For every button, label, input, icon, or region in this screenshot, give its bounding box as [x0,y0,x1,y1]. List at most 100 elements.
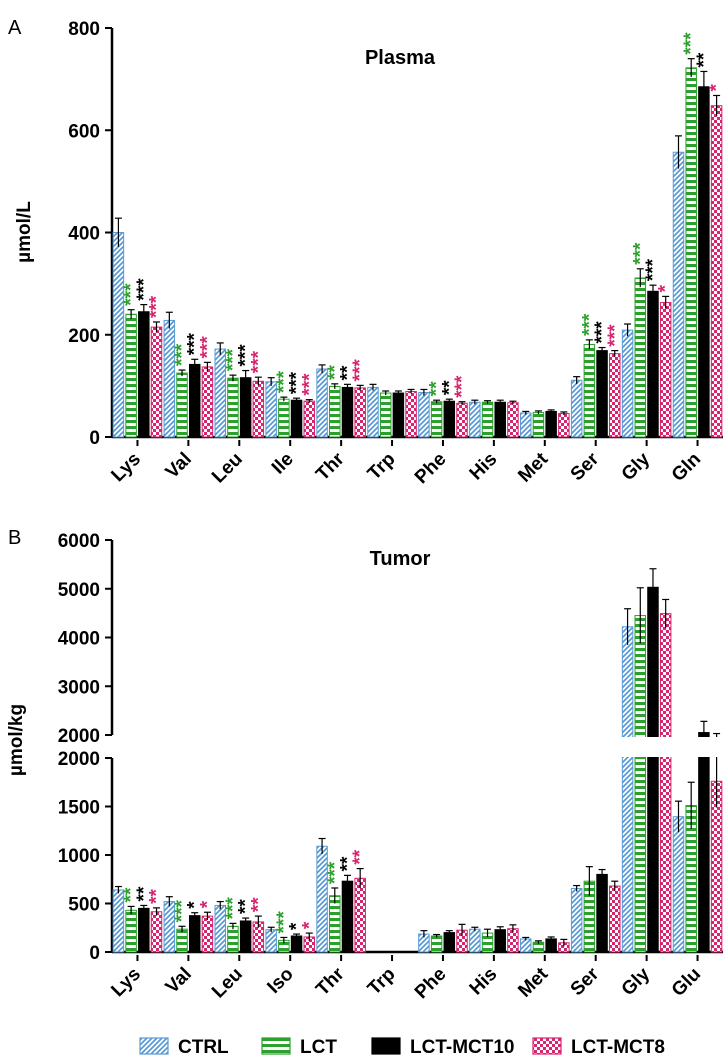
bar-met-ctrl [519,938,532,953]
significance-mark: *** [350,359,371,382]
legend-swatch-ctrl [139,1037,169,1055]
x-tick-label: Lys [107,449,145,487]
y-tick-label: 1000 [58,846,100,867]
panel-label: B [8,527,21,549]
x-tick-label: Ile [268,449,298,479]
bar-met-lct-mct10 [545,410,557,438]
bar-gly-lct-mct10 [647,586,659,953]
legend-swatch-lct [261,1037,291,1055]
bar-trp-ctrl [367,386,379,438]
chart-title: Plasma [365,47,436,69]
significance-mark: *** [223,897,244,920]
y-tick-label: 2000 [58,749,100,770]
bar-val-lct [176,928,188,953]
y-axis-label: µmol/kg [6,704,27,776]
significance-mark: * [299,921,320,929]
bar-trp-lct-mct10 [392,392,405,438]
bar-ser-lct-mct10 [596,350,608,438]
bar-ser-lct-mct10 [596,873,608,953]
bar-phe-lct-mct10 [443,932,456,953]
legend: CTRL LCT LCT-MCT10 LCT-MCT8 [139,1037,665,1058]
axis-break-gap [110,737,723,757]
significance-mark: * [287,922,308,930]
bar-lys-lct [125,313,137,438]
bar-phe-lct [430,935,443,953]
x-tick-label: Lys [107,964,145,1002]
bar-thr-lct-mct8 [354,387,366,438]
x-tick-label: Met [514,448,552,486]
significance-mark: *** [172,343,193,366]
significance-mark: *** [147,295,168,318]
x-tick-label: Met [514,963,552,1001]
x-tick-label: Val [162,964,196,998]
legend-swatch-lct-mct10 [371,1037,401,1055]
y-tick-label: 500 [68,895,100,916]
bar-val-lct-mct10 [188,363,201,438]
significance-mark: ** [337,856,358,871]
y-tick-label: 6000 [58,531,100,552]
bar-phe-ctrl [418,392,430,438]
x-tick-label: Iso [263,964,297,998]
panel-label: A [8,17,22,39]
y-tick-label: 400 [68,224,100,245]
bar-thr-lct-mct10 [341,386,354,438]
bar-leu-lct [227,377,239,438]
significance-mark: *** [630,242,651,265]
significance-mark: * [197,900,218,908]
bar-met-lct [532,411,545,438]
bar-gln-ctrl [672,151,685,438]
bar-leu-lct-mct10 [239,377,252,438]
bar-gln-lct-mct10 [698,86,710,438]
x-tick-label: Phe [411,449,450,488]
significance-mark: *** [299,373,320,396]
bar-phe-lct-mct10 [443,400,456,438]
bar-trp-lct-mct8 [405,390,417,438]
significance-mark: ** [236,899,257,914]
tumor-panel: B Tumor µmol/kg 2000 3000 4000 5000 6000 0 500 100… [6,527,723,1003]
significance-mark: *** [223,348,244,371]
bar-ser-lct [583,343,596,438]
bar-gly-lct-mct8 [659,613,672,953]
significance-mark: *** [592,321,613,344]
significance-mark: *** [681,32,702,55]
y-tick-label: 0 [89,428,100,449]
x-tick-label: Phe [411,964,450,1003]
x-tick-label: Thr [312,448,349,485]
legend-label: LCT-MCT10 [410,1037,515,1058]
bar-his-lct [481,401,494,438]
x-tick-label: Trp [364,449,400,485]
bar-lys-lct-mct10 [138,311,150,438]
bar-ser-lct-mct8 [609,353,621,438]
bar-trp-lct [379,392,392,438]
bar-ser-ctrl [570,379,583,438]
bar-thr-lct [329,895,341,953]
x-tick-label: Leu [208,449,247,488]
bar-val-lct-mct8 [201,366,214,438]
bar-gly-lct-mct8 [659,302,672,438]
bar-ser-ctrl [570,887,583,953]
bar-lys-lct-mct8 [150,911,163,953]
significance-mark: * [707,83,723,91]
bar-val-lct-mct8 [201,915,214,953]
significance-mark: *** [605,324,626,347]
x-tick-label: His [466,964,502,1000]
x-tick-label: Gly [618,963,655,1000]
bar-lys-lct-mct10 [138,907,150,953]
significance-mark: *** [172,900,193,923]
significance-mark: *** [236,344,257,367]
bar-gly-lct [634,277,647,438]
bar-gln-lct [685,67,697,438]
bar-gly-lct-mct10 [647,290,659,438]
legend-label: LCT [300,1037,337,1058]
bar-his-lct-mct10 [494,401,506,438]
significance-mark: *** [274,911,295,934]
plasma-panel: APlasmaµmol/L0200400600800**************… [8,17,723,488]
x-tick-label: Ser [567,963,604,1000]
bar-thr-lct-mct8 [354,877,366,953]
significance-mark: ** [337,365,358,380]
bar-his-lct-mct8 [507,402,519,438]
y-tick-label: 0 [89,943,100,964]
bar-gly-ctrl [621,626,634,953]
significance-mark: *** [197,336,218,359]
